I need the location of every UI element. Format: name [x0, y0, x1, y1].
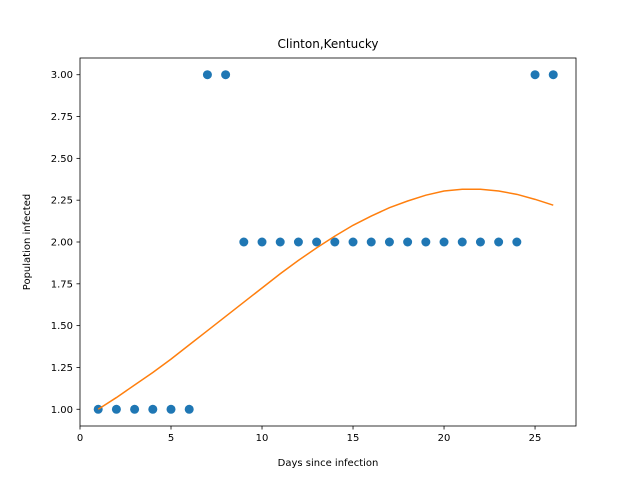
data-point	[275, 237, 285, 247]
data-point	[330, 237, 340, 247]
x-tick-label: 5	[168, 433, 174, 444]
data-point	[166, 404, 176, 414]
x-tick-label: 10	[256, 433, 269, 444]
data-point	[494, 237, 504, 247]
data-point	[184, 404, 194, 414]
y-tick-label: 2.00	[51, 238, 73, 249]
data-point	[239, 237, 249, 247]
data-point	[512, 237, 522, 247]
y-tick-label: 2.25	[51, 196, 73, 207]
x-tick-label: 15	[347, 433, 360, 444]
data-point	[530, 70, 540, 80]
data-point	[130, 404, 140, 414]
data-point	[202, 70, 212, 80]
plot-content	[93, 70, 558, 414]
y-tick-label: 1.00	[51, 405, 73, 416]
data-point	[257, 237, 267, 247]
x-tick-label: 25	[529, 433, 542, 444]
data-point	[384, 237, 394, 247]
y-axis-ticks: 1.00 1.25 1.50 1.75 2.00 2.25 2.50 2.75 3.00	[51, 70, 80, 416]
y-tick-label: 1.75	[51, 279, 73, 290]
data-point	[457, 237, 467, 247]
y-tick-label: 2.50	[51, 154, 73, 165]
data-point	[111, 404, 121, 414]
y-tick-label: 3.00	[51, 70, 73, 81]
x-axis-label: Days since infection	[278, 458, 379, 469]
data-point	[439, 237, 449, 247]
data-point	[475, 237, 485, 247]
data-point	[348, 237, 358, 247]
data-point	[148, 404, 158, 414]
data-point	[403, 237, 413, 247]
data-point	[366, 237, 376, 247]
plot-frame	[79, 57, 577, 427]
data-point	[312, 237, 322, 247]
y-tick-label: 1.25	[51, 363, 73, 374]
x-tick-label: 20	[438, 433, 451, 444]
y-tick-label: 1.50	[51, 321, 73, 332]
x-tick-label: 0	[77, 433, 83, 444]
data-point	[293, 237, 303, 247]
fit-curve-line	[97, 188, 554, 410]
data-point	[221, 70, 231, 80]
data-point	[421, 237, 431, 247]
data-point	[548, 70, 558, 80]
x-axis-ticks: 0 5 10 15 20 25	[77, 426, 542, 444]
chart-title: Clinton,Kentucky	[278, 37, 379, 51]
y-axis-label: Population infected	[22, 194, 33, 290]
y-tick-label: 2.75	[51, 112, 73, 123]
